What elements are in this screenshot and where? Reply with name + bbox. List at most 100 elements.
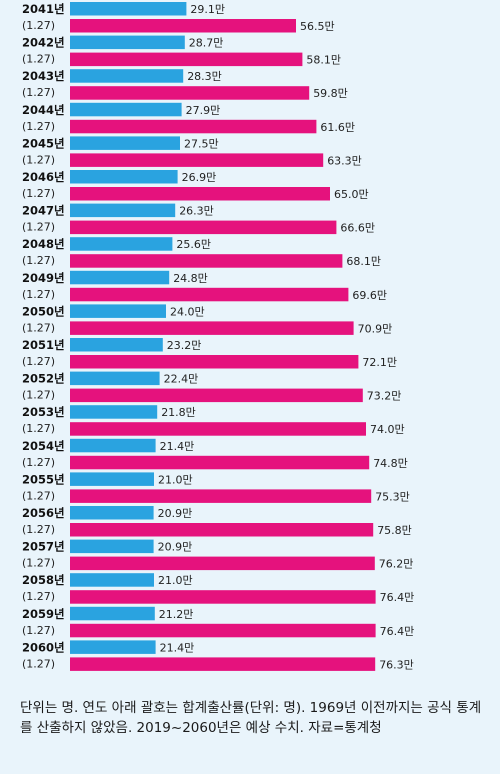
fertility-rate-label: (1.27) — [22, 86, 55, 99]
year-label: 2058년 — [22, 573, 65, 587]
deaths-value-label: 58.1만 — [306, 54, 341, 67]
births-value-label: 26.9만 — [182, 171, 217, 184]
births-bar — [70, 102, 182, 117]
births-bar — [70, 438, 156, 453]
deaths-bar — [70, 623, 376, 638]
deaths-bar — [70, 523, 374, 537]
deaths-value-label: 66.6만 — [340, 222, 375, 235]
births-value-label: 24.0만 — [170, 305, 205, 318]
fertility-rate-label: (1.27) — [22, 624, 55, 637]
deaths-value-label: 65.0만 — [334, 188, 369, 201]
deaths-bar — [70, 422, 366, 436]
births-value-label: 20.9만 — [158, 541, 193, 554]
deaths-bar — [70, 590, 376, 604]
births-value-label: 24.8만 — [173, 272, 208, 285]
deaths-value-label: 61.6만 — [320, 121, 355, 134]
year-label: 2052년 — [22, 372, 65, 386]
births-bar — [70, 35, 185, 50]
deaths-bar — [70, 455, 370, 470]
fertility-rate-label: (1.27) — [22, 254, 55, 267]
deaths-bar — [70, 52, 303, 67]
births-bar — [70, 203, 176, 218]
deaths-bar — [70, 355, 359, 369]
fertility-rate-label: (1.27) — [22, 120, 55, 133]
fertility-rate-label: (1.27) — [22, 389, 55, 402]
births-bar — [70, 640, 156, 654]
year-label: 2042년 — [22, 36, 65, 50]
births-bar — [70, 2, 187, 16]
births-bar — [70, 573, 154, 587]
footnote: 단위는 명. 연도 아래 괄호는 합계출산률(단위: 명). 1969년 이전까… — [20, 700, 482, 736]
deaths-value-label: 75.8만 — [377, 524, 412, 537]
births-value-label: 28.3만 — [187, 70, 222, 83]
births-value-label: 21.0만 — [158, 473, 193, 486]
year-label: 2049년 — [22, 271, 65, 285]
deaths-bar — [70, 187, 330, 201]
births-value-label: 21.4만 — [160, 440, 195, 453]
deaths-value-label: 68.1만 — [346, 255, 381, 268]
year-label: 2044년 — [22, 103, 65, 117]
year-label: 2043년 — [22, 69, 65, 83]
births-value-label: 21.8만 — [161, 406, 196, 419]
deaths-value-label: 59.8만 — [313, 87, 348, 100]
deaths-value-label: 72.1만 — [362, 356, 397, 369]
births-value-label: 21.0만 — [158, 574, 193, 587]
year-label: 2041년 — [22, 2, 65, 16]
deaths-bar — [70, 657, 376, 671]
fertility-rate-label: (1.27) — [22, 657, 55, 670]
year-label: 2047년 — [22, 204, 65, 218]
births-value-label: 20.9만 — [158, 507, 193, 520]
deaths-bar — [70, 388, 363, 403]
births-value-label: 21.4만 — [160, 641, 195, 654]
year-label: 2050년 — [22, 304, 65, 318]
year-label: 2057년 — [22, 540, 65, 554]
year-label: 2048년 — [22, 237, 65, 251]
deaths-value-label: 76.2만 — [379, 558, 414, 571]
births-value-label: 21.2만 — [159, 608, 194, 621]
bar-chart: 2041년 (1.27) 29.1만 56.5만 2042년 (1.27) 28.7만 58.… — [22, 2, 415, 671]
fertility-rate-label: (1.27) — [22, 456, 55, 469]
births-bar — [70, 405, 158, 419]
fertility-rate-label: (1.27) — [22, 19, 55, 32]
deaths-value-label: 73.2만 — [367, 390, 402, 403]
births-bar — [70, 539, 154, 554]
deaths-bar — [70, 86, 310, 100]
births-value-label: 28.7만 — [189, 37, 224, 50]
fertility-rate-label: (1.27) — [22, 489, 55, 502]
births-value-label: 29.1만 — [190, 3, 225, 16]
deaths-value-label: 70.9만 — [358, 322, 393, 335]
year-label: 2060년 — [22, 640, 65, 654]
fertility-rate-label: (1.27) — [22, 422, 55, 435]
deaths-value-label: 56.5만 — [300, 20, 335, 33]
fertility-rate-label: (1.27) — [22, 288, 55, 301]
year-label: 2056년 — [22, 506, 65, 520]
fertility-rate-label: (1.27) — [22, 590, 55, 603]
births-value-label: 22.4만 — [164, 373, 199, 386]
births-value-label: 23.2만 — [167, 339, 202, 352]
deaths-bar — [70, 119, 317, 134]
deaths-value-label: 76.4만 — [380, 591, 415, 604]
year-label: 2051년 — [22, 338, 65, 352]
deaths-bar — [70, 556, 375, 571]
deaths-bar — [70, 153, 324, 167]
births-value-label: 27.9만 — [186, 104, 221, 117]
deaths-value-label: 74.8만 — [373, 457, 408, 470]
fertility-rate-label: (1.27) — [22, 53, 55, 66]
births-bar — [70, 371, 160, 386]
deaths-value-label: 63.3만 — [327, 154, 362, 167]
year-label: 2046년 — [22, 170, 65, 184]
deaths-bar — [70, 220, 337, 235]
births-bar — [70, 338, 163, 352]
births-bar — [70, 270, 170, 285]
year-label: 2055년 — [22, 472, 65, 486]
deaths-value-label: 76.3만 — [379, 658, 414, 671]
births-bar — [70, 506, 154, 520]
births-bar — [70, 237, 173, 251]
births-value-label: 27.5만 — [184, 137, 219, 150]
year-label: 2054년 — [22, 439, 65, 453]
births-bar — [70, 136, 180, 150]
deaths-bar — [70, 19, 296, 33]
deaths-value-label: 69.6만 — [352, 289, 387, 302]
deaths-bar — [70, 489, 372, 503]
deaths-bar — [70, 254, 343, 268]
